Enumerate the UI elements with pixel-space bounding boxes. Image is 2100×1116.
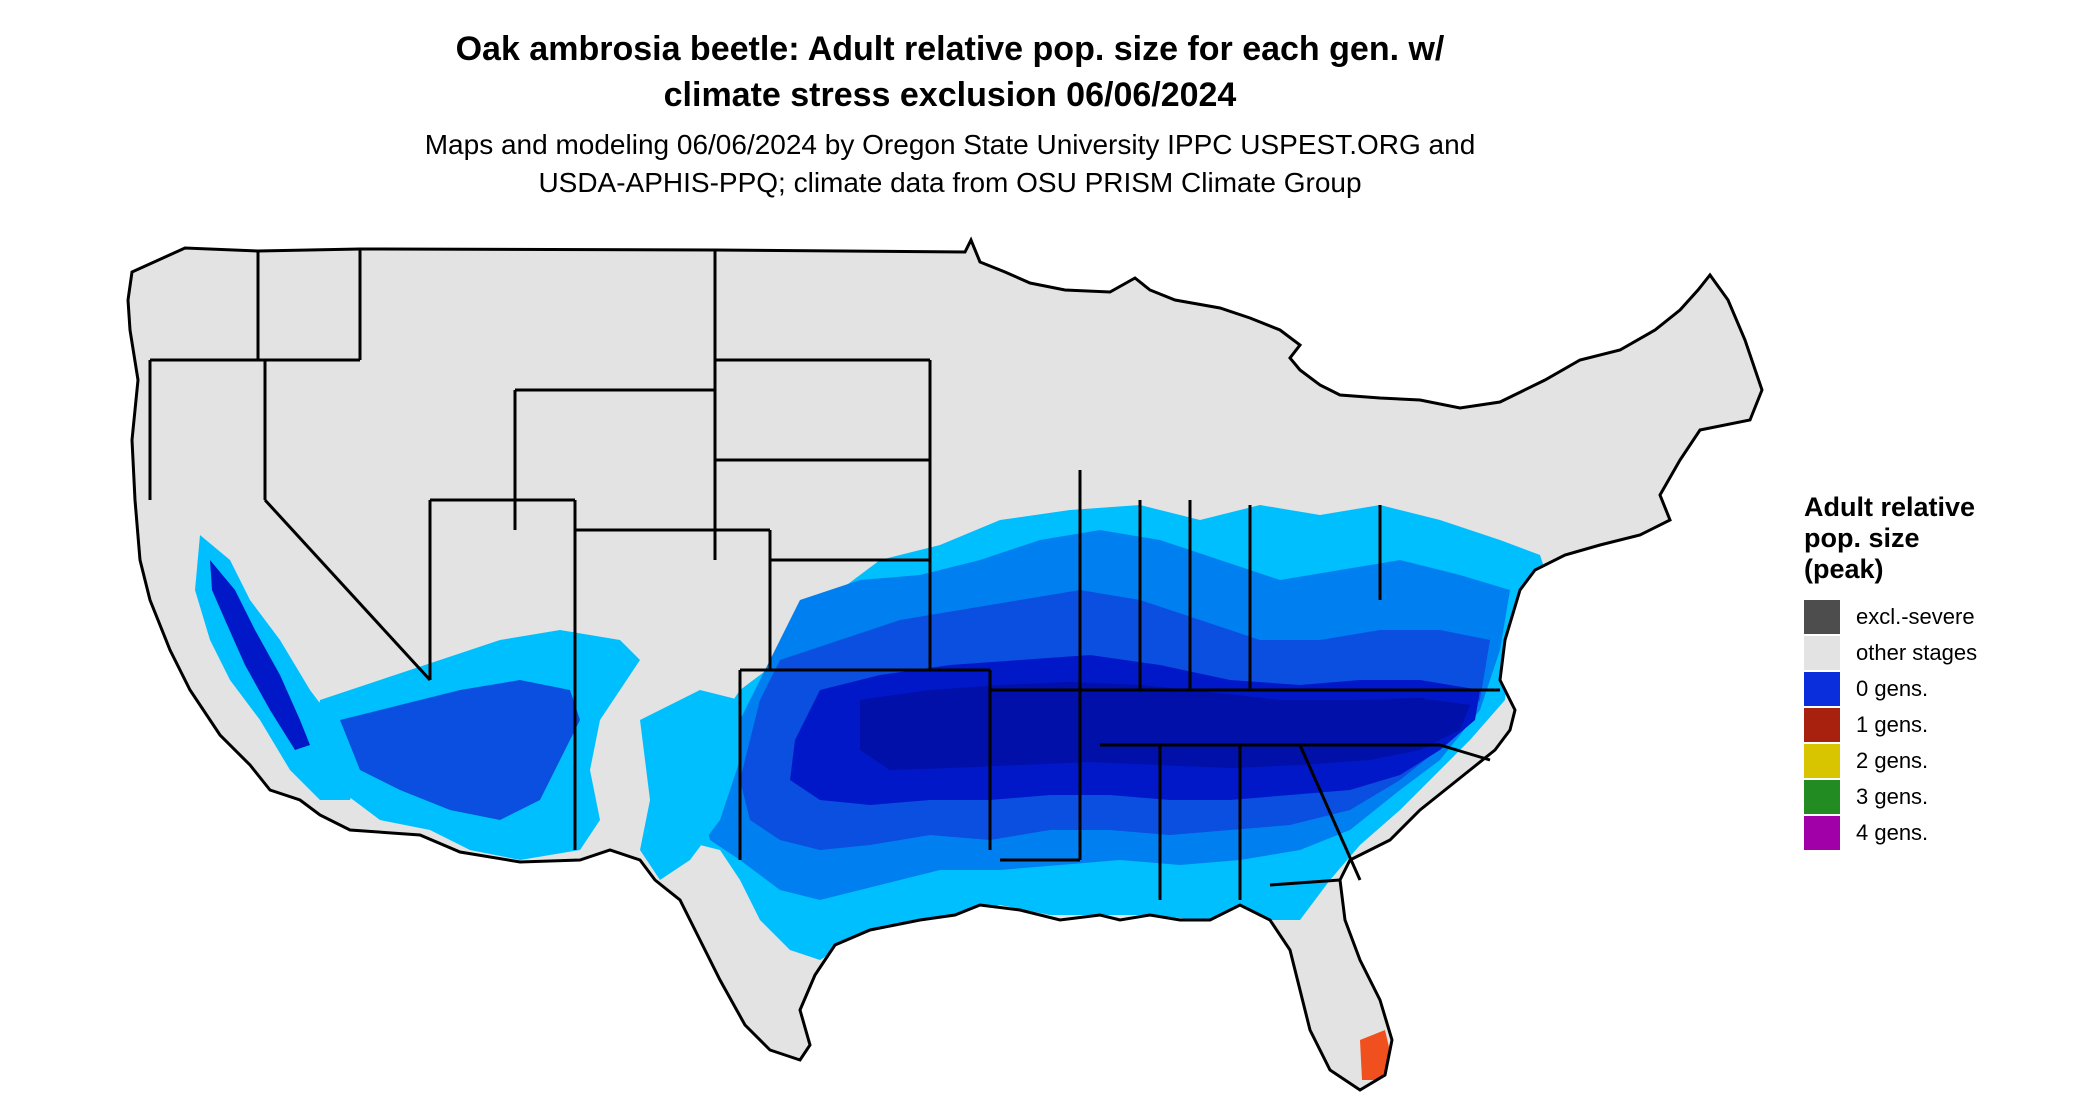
legend-label: excl.-severe [1856, 604, 1975, 629]
legend-swatch [1804, 672, 1840, 706]
legend-item: other stages [1804, 635, 1977, 671]
legend-swatch [1804, 780, 1840, 814]
map-subtitle: Maps and modeling 06/06/2024 by Oregon S… [0, 126, 1900, 202]
title-line-1: Oak ambrosia beetle: Adult relative pop.… [455, 30, 1445, 68]
legend-item: 0 gens. [1804, 671, 1977, 707]
legend-item: excl.-severe [1804, 599, 1977, 635]
legend-item: 1 gens. [1804, 707, 1977, 743]
legend-item: 3 gens. [1804, 779, 1977, 815]
state-border [1298, 744, 1362, 881]
us-outline [126, 236, 1764, 1092]
title-line-2: climate stress exclusion 06/06/2024 [663, 76, 1237, 114]
legend-title: Adult relative pop. size (peak) [1804, 492, 1977, 585]
legend-label: 3 gens. [1856, 784, 1929, 809]
state-border [1439, 743, 1491, 762]
legend-label: other stages [1856, 640, 1978, 665]
state-border [1269, 878, 1341, 887]
legend-item: 4 gens. [1804, 815, 1977, 851]
legend-swatch [1804, 744, 1840, 778]
subtitle-line-2: USDA-APHIS-PPQ; climate data from OSU PR… [538, 167, 1362, 198]
legend: Adult relative pop. size (peak) excl.-se… [1804, 492, 1977, 851]
gen1-keys [1305, 1095, 1372, 1112]
shade-darkest-east [860, 682, 1470, 770]
legend-title-line-1: Adult relative [1804, 492, 1976, 522]
shade-medium-sw [340, 680, 580, 820]
legend-label: 1 gens. [1856, 712, 1929, 737]
legend-swatch [1804, 636, 1840, 670]
state-border [263, 498, 432, 682]
legend-swatch [1804, 708, 1840, 742]
gen1-florida [1360, 1030, 1392, 1080]
legend-swatch [1804, 816, 1840, 850]
legend-items: excl.-severe other stages 0 gens. 1 gens. 2 … [1804, 599, 1977, 851]
legend-label: 0 gens. [1856, 676, 1929, 701]
shade-lightest-nm [640, 690, 740, 880]
map-title: Oak ambrosia beetle: Adult relative pop.… [0, 26, 1900, 118]
legend-label: 2 gens. [1856, 748, 1929, 773]
legend-title-line-2: pop. size [1804, 523, 1920, 553]
legend-swatch [1804, 600, 1840, 634]
legend-item: 2 gens. [1804, 743, 1977, 779]
subtitle-line-1: Maps and modeling 06/06/2024 by Oregon S… [424, 129, 1476, 160]
shade-dark-ca [210, 560, 310, 750]
gen1-texas-tip [870, 1050, 890, 1068]
legend-label: 4 gens. [1856, 820, 1929, 845]
legend-title-line-3: (peak) [1804, 554, 1884, 584]
